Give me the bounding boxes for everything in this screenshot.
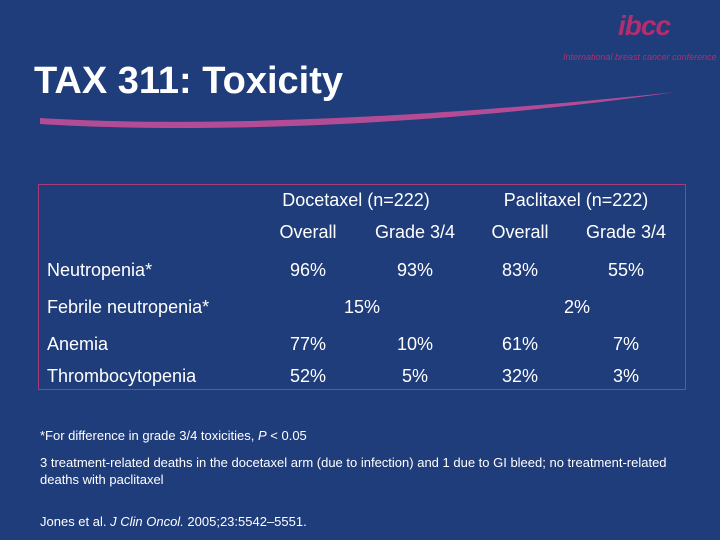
subheader-docetaxel-overall: Overall xyxy=(279,222,337,242)
citation: Jones et al. J Clin Oncol. 2005;23:5542–… xyxy=(40,514,307,529)
group-header-paclitaxel: Paclitaxel (n=222) xyxy=(503,190,649,210)
citation-authors: Jones et al. xyxy=(40,514,111,529)
row-label-anemia: Anemia xyxy=(47,334,109,354)
subheader-paclitaxel-grade34: Grade 3/4 xyxy=(585,222,667,242)
logo-mark: ibcc xyxy=(618,10,671,41)
cell-anemia-pac-grade34: 7% xyxy=(612,334,640,354)
subheader-docetaxel-grade34: Grade 3/4 xyxy=(374,222,456,242)
subheader-paclitaxel-overall: Overall xyxy=(491,222,549,242)
cell-thrombo-doc-overall: 52% xyxy=(289,366,327,386)
cell-febrile-docetaxel: 15% xyxy=(343,297,381,317)
ibcc-logo: ibcc International breast cancer confere… xyxy=(560,8,717,68)
citation-details: 2005;23:5542–5551. xyxy=(183,514,307,529)
cell-anemia-pac-overall: 61% xyxy=(501,334,539,354)
citation-journal: J Clin Oncol. xyxy=(110,514,184,529)
cell-anemia-doc-overall: 77% xyxy=(289,334,327,354)
group-header-docetaxel: Docetaxel (n=222) xyxy=(282,190,430,210)
footnote-significance-prefix: *For difference in grade 3/4 toxicities, xyxy=(40,428,258,443)
footnote-significance-suffix: < 0.05 xyxy=(266,428,307,443)
cell-neutropenia-pac-overall: 83% xyxy=(501,260,539,280)
cell-neutropenia-doc-grade34: 93% xyxy=(396,260,434,280)
slide-title: TAX 311: Toxicity xyxy=(34,60,344,102)
cell-neutropenia-pac-grade34: 55% xyxy=(607,260,645,280)
footnote-significance: *For difference in grade 3/4 toxicities,… xyxy=(40,428,307,443)
row-label-thrombocytopenia: Thrombocytopenia xyxy=(47,366,197,386)
cell-neutropenia-doc-overall: 96% xyxy=(289,260,327,280)
row-label-febrile-neutropenia: Febrile neutropenia* xyxy=(47,297,210,317)
footnote-p-symbol: P xyxy=(258,428,267,443)
footnote-deaths: 3 treatment-related deaths in the doceta… xyxy=(40,455,667,487)
cell-anemia-doc-grade34: 10% xyxy=(396,334,434,354)
cell-thrombo-pac-grade34: 3% xyxy=(612,366,640,386)
toxicity-table xyxy=(38,184,686,390)
cell-febrile-paclitaxel: 2% xyxy=(563,297,591,317)
cell-thrombo-pac-overall: 32% xyxy=(501,366,539,386)
cell-thrombo-doc-grade34: 5% xyxy=(401,366,429,386)
row-label-neutropenia: Neutropenia* xyxy=(47,260,153,280)
logo-subtitle: International breast cancer conference xyxy=(563,52,717,62)
